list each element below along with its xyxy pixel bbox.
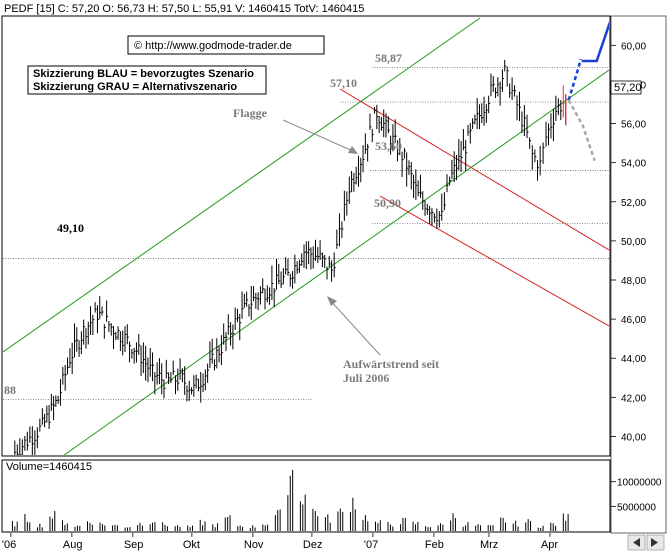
- trend-annotation-line1: Aufwärtstrend seit: [343, 357, 439, 371]
- time-tick-label: Apr: [541, 539, 558, 551]
- level-label-49-10: 49,10: [57, 221, 84, 235]
- price-tick-label: 50,00: [621, 237, 646, 248]
- price-bars: [14, 59, 567, 455]
- flag-arrow: [282, 119, 356, 153]
- time-tick-label: Okt: [183, 539, 200, 551]
- last-price-label: 57,20: [614, 82, 642, 94]
- level-label-53-60: 53,60: [375, 139, 402, 153]
- level-label-88: 88: [4, 383, 16, 397]
- price-tick-label: 46,00: [621, 315, 646, 326]
- price-tick-label: 48,00: [621, 276, 646, 287]
- trend-annotation-line2: Juli 2006: [343, 371, 389, 385]
- last-price-tag: [610, 80, 642, 95]
- volume-panel: [1, 459, 611, 533]
- flag-upper-line: [339, 88, 609, 251]
- volume-tick-label: 5000000: [617, 502, 656, 513]
- time-tick-label: Sep: [124, 539, 144, 551]
- legend-blue-text: Skizzierung BLAU = bevorzugtes Szenario: [33, 68, 254, 80]
- price-tick-label: 42,00: [621, 393, 646, 404]
- volume-tick-label: 10000000: [617, 478, 662, 489]
- time-tick-label: '06: [2, 539, 16, 551]
- price-tick-label: 44,00: [621, 354, 646, 365]
- time-tick-label: Mrz: [480, 539, 498, 551]
- price-tick-label: 52,00: [621, 198, 646, 209]
- flag-lower-line: [379, 195, 609, 327]
- scenario-sketches: [567, 21, 609, 162]
- time-axis-labels: '06 Aug Sep Okt Nov Dez '07 Feb Mrz Apr: [2, 533, 558, 551]
- time-tick-label: Dez: [303, 539, 323, 551]
- legend-box: [27, 65, 267, 95]
- scroll-controls[interactable]: [627, 534, 665, 551]
- copyright-text: © http://www.godmode-trader.de: [134, 40, 292, 52]
- arrow-right-icon: [651, 538, 658, 547]
- level-label-57-10: 57,10: [330, 76, 357, 90]
- symbol-info-line: PEDF [15] C: 57,20 O: 56,73 H: 57,50 L: …: [4, 3, 364, 15]
- price-tick-label: 60,00: [621, 41, 646, 52]
- time-tick-label: Feb: [425, 539, 444, 551]
- price-axis-labels: 40,00 42,00 44,00 46,00 48,00 50,00 52,00 54,00…: [611, 41, 646, 443]
- trend-arrow-head: [327, 296, 337, 306]
- time-tick-label: Nov: [244, 539, 264, 551]
- level-label-50-90: 50,90: [374, 196, 401, 210]
- flag-annotation: Flagge: [233, 106, 268, 120]
- volume-axis-labels: 5000000 10000000: [611, 478, 662, 513]
- channel-upper-line: [3, 17, 481, 353]
- trend-arrow: [329, 299, 381, 356]
- volume-bars: [11, 469, 569, 531]
- blue-scenario-line: [581, 21, 609, 63]
- level-label-58-87: 58,87: [375, 51, 402, 65]
- price-tick-label: 54,00: [621, 159, 646, 170]
- grey-scenario-line: [567, 99, 596, 162]
- price-axis-panel: [610, 15, 667, 534]
- legend-grey-text: Skizzierung GRAU = Alternativszenario: [33, 81, 237, 93]
- volume-label: Volume=1460415: [6, 461, 92, 473]
- price-tick-label: 56,00: [621, 120, 646, 131]
- copyright-box: [127, 35, 325, 55]
- time-tick-label: '07: [364, 539, 378, 551]
- price-tick-label: 40,00: [621, 432, 646, 443]
- arrow-left-icon: [633, 538, 640, 547]
- time-tick-label: Aug: [63, 539, 83, 551]
- flag-arrow-head: [348, 146, 358, 154]
